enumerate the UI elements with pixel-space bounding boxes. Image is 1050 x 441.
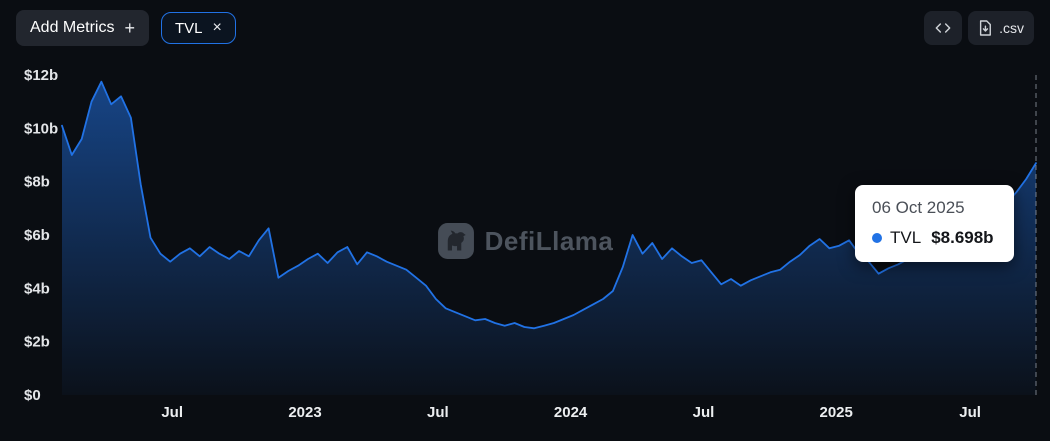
y-axis-tick-label: $6b [24, 227, 50, 244]
y-axis-tick-label: $10b [24, 120, 58, 137]
csv-file-icon [980, 20, 992, 36]
x-axis-tick-label: 2024 [554, 404, 588, 421]
tooltip-value: $8.698b [931, 228, 994, 247]
x-axis-tick-label: 2025 [820, 404, 853, 421]
tvl-area-fill [62, 81, 1036, 395]
series-dot [872, 233, 882, 243]
remove-metric-icon[interactable]: × [212, 19, 222, 36]
tooltip-series-label: TVL [890, 228, 922, 247]
tooltip-series-row: TVL $8.698b [872, 228, 997, 248]
x-axis: Jul 2023 Jul 2024 Jul 2025 Jul [161, 404, 981, 421]
download-csv-button[interactable]: .csv [968, 11, 1034, 45]
toolbar-left: Add Metrics + TVL × [16, 10, 236, 46]
add-metrics-button[interactable]: Add Metrics + [16, 10, 149, 46]
y-axis-tick-label: $12b [24, 67, 58, 84]
x-axis-tick-label: 2023 [288, 404, 321, 421]
y-axis-tick-label: $2b [24, 334, 50, 351]
y-axis-tick-label: $8b [24, 174, 50, 191]
x-axis-tick-label: Jul [693, 404, 715, 421]
code-icon [935, 23, 951, 33]
x-axis-tick-label: Jul [959, 404, 981, 421]
y-axis-tick-label: $4b [24, 280, 50, 297]
toolbar-right: .csv [924, 11, 1034, 45]
plus-icon: + [124, 18, 135, 38]
y-axis-tick-label: $0 [24, 387, 41, 404]
metric-chip-label: TVL [174, 19, 203, 37]
embed-code-button[interactable] [924, 11, 963, 45]
csv-label: .csv [999, 20, 1024, 36]
chart-tooltip: 06 Oct 2025 TVL $8.698b [855, 185, 1014, 262]
x-axis-tick-label: Jul [427, 404, 449, 421]
toolbar: Add Metrics + TVL × .csv [16, 10, 1034, 46]
add-metrics-label: Add Metrics [30, 19, 115, 36]
metric-chip-tvl[interactable]: TVL × [160, 12, 236, 44]
tooltip-date: 06 Oct 2025 [872, 198, 965, 217]
x-axis-tick-label: Jul [161, 404, 183, 421]
y-axis: $12b $10b $8b $6b $4b $2b $0 [24, 67, 58, 404]
tvl-line [61, 80, 1037, 330]
